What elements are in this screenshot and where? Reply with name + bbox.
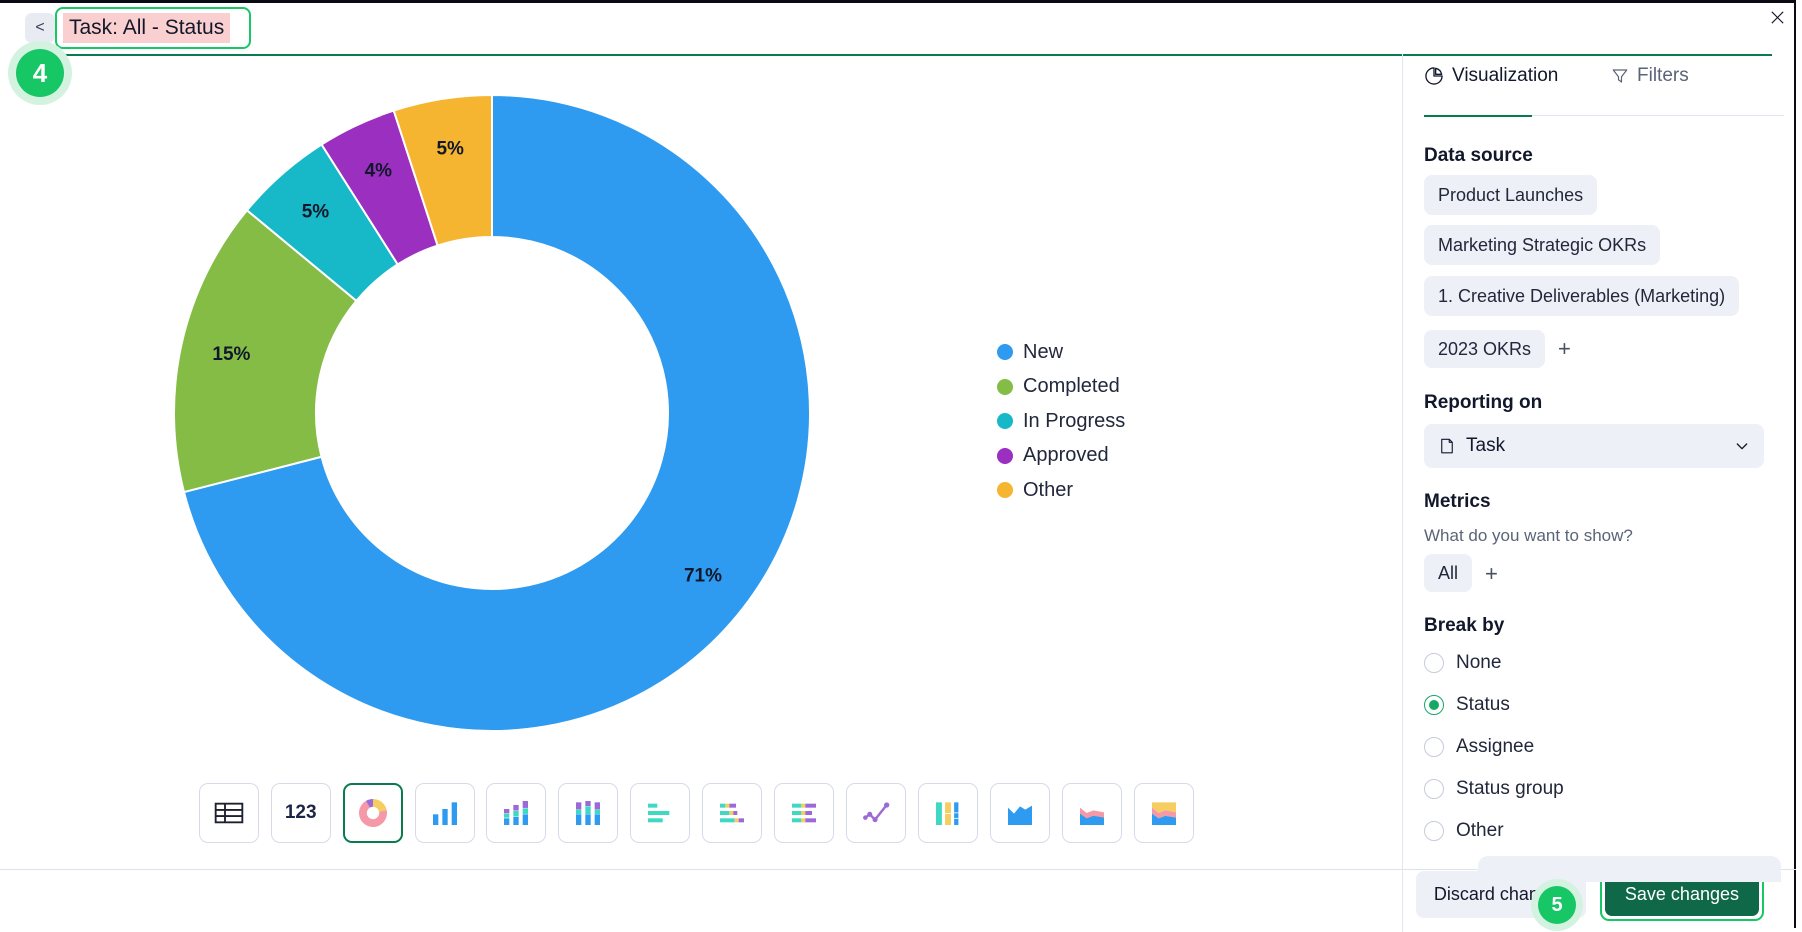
svg-text:71%: 71% xyxy=(684,566,722,587)
svg-text:4%: 4% xyxy=(365,160,393,181)
svg-text:15%: 15% xyxy=(212,344,250,365)
svg-text:5%: 5% xyxy=(302,202,330,223)
svg-text:5%: 5% xyxy=(436,138,464,159)
